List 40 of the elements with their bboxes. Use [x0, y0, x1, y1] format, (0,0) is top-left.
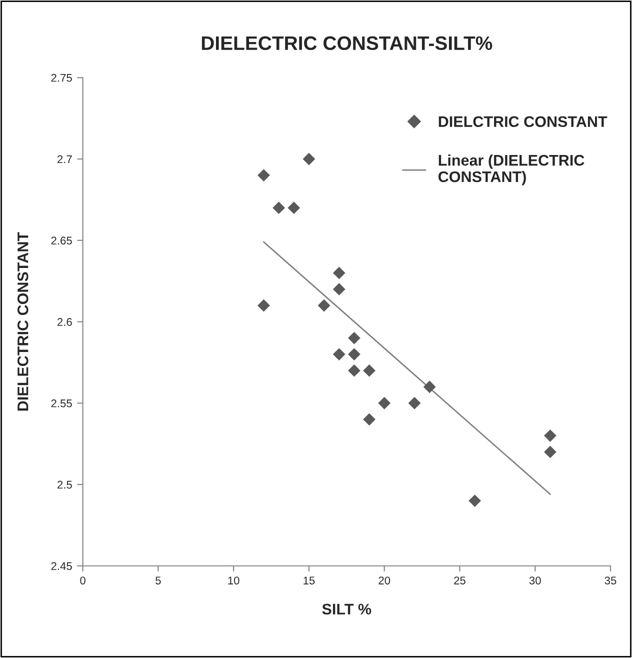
point	[258, 169, 270, 182]
y-tick-label: 2.55	[51, 399, 72, 408]
y-tick-label: 2.45	[51, 562, 72, 570]
point	[423, 380, 436, 394]
point	[378, 396, 391, 410]
point	[272, 202, 286, 214]
x-tick-label: 25	[454, 576, 466, 584]
point	[408, 396, 421, 410]
x-tick-label: 20	[378, 576, 390, 584]
point	[332, 283, 346, 296]
x-tick-label: 0	[80, 576, 86, 584]
point	[348, 348, 360, 361]
x-tick-label: 35	[604, 576, 616, 584]
x-tick-label: 5	[156, 576, 161, 584]
x-tick-label: 10	[228, 576, 240, 584]
y-tick-label: 2.65	[51, 236, 72, 245]
point	[348, 364, 360, 377]
chart-title: DIELECTRIC CONSTANT-SILT%	[202, 36, 492, 50]
x-tick-label: 15	[304, 576, 315, 584]
y-tick-label: 2.6	[57, 318, 72, 326]
y-axis-title: DIELECTRIC CONSTANT	[17, 232, 28, 411]
point	[363, 413, 376, 426]
point	[332, 348, 346, 361]
point	[348, 332, 360, 344]
point	[468, 494, 482, 507]
point	[544, 446, 556, 458]
point	[288, 202, 300, 214]
y-tick-label: 2.7	[57, 155, 72, 164]
point	[363, 364, 376, 377]
point	[258, 299, 270, 312]
point	[318, 299, 330, 312]
y-tick-label: 2.75	[51, 74, 72, 82]
point	[332, 266, 346, 280]
point	[544, 429, 556, 442]
x-axis-title: SILT %	[322, 604, 372, 615]
legend-label: DIELCTRIC CONSTANT	[438, 116, 608, 128]
x-tick-label: 30	[529, 576, 541, 584]
legend-label: Linear (DIELECTRIC CONSTANT)	[438, 154, 584, 186]
y-tick-label: 2.5	[57, 480, 72, 489]
point	[302, 152, 316, 166]
